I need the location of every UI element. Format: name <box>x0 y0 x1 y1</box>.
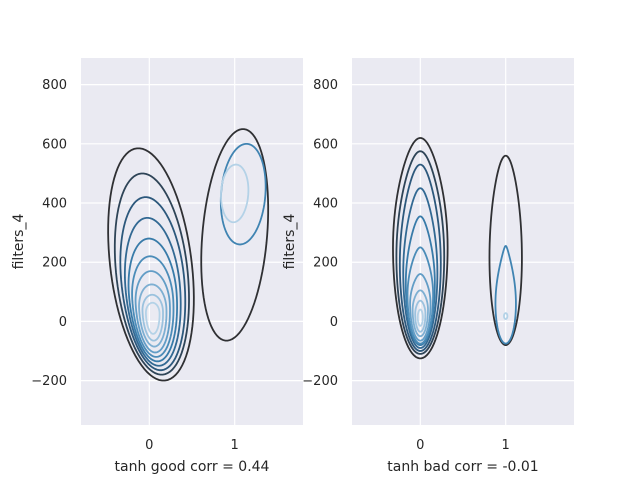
contour-line <box>488 154 523 346</box>
x-tick-label: 1 <box>231 438 239 453</box>
y-tick-label: 800 <box>42 78 67 93</box>
contour-line <box>416 308 424 327</box>
contour-line <box>395 150 446 355</box>
contour-line <box>131 255 175 358</box>
y-tick-label: 200 <box>42 256 67 271</box>
x-tick-label: 1 <box>502 438 510 453</box>
contour-line <box>123 216 182 367</box>
contour-line <box>411 289 429 338</box>
right-plot-area <box>352 58 574 425</box>
contour-line <box>200 128 270 342</box>
contour-line <box>494 245 517 345</box>
x-tick-label: 0 <box>145 438 153 453</box>
y-tick-label: 200 <box>313 256 338 271</box>
contour-line <box>144 301 161 335</box>
contour-line <box>503 312 509 320</box>
contour-line <box>406 246 435 345</box>
left-y-axis-label: filters_4 <box>11 214 27 270</box>
contour-line <box>220 163 250 224</box>
y-tick-label: −200 <box>31 374 67 389</box>
contour-line <box>141 293 164 342</box>
contour-line <box>402 187 439 349</box>
left-y-ticks: −200 0 200 400 600 800 <box>31 78 67 389</box>
right-contours <box>392 137 523 360</box>
left-contours <box>107 128 270 382</box>
right-x-axis-label: tanh bad corr = -0.01 <box>387 459 538 475</box>
contour-line <box>392 137 449 360</box>
y-tick-label: −200 <box>302 374 338 389</box>
contour-line <box>409 273 432 342</box>
y-tick-label: 600 <box>313 137 338 152</box>
right-gridlines <box>352 58 574 425</box>
contour-line <box>113 172 190 376</box>
contour-line <box>138 283 168 348</box>
right-y-axis-label: filters_4 <box>282 214 298 270</box>
contour-line <box>414 299 427 333</box>
y-tick-label: 0 <box>59 315 67 330</box>
y-tick-label: 400 <box>313 197 338 212</box>
y-tick-label: 400 <box>42 197 67 212</box>
contour-line <box>119 196 187 372</box>
left-x-axis-label: tanh good corr = 0.44 <box>115 459 270 475</box>
contour-line <box>127 237 178 363</box>
y-tick-label: 800 <box>313 78 338 93</box>
y-tick-label: 600 <box>42 137 67 152</box>
contour-line <box>398 163 442 352</box>
x-tick-label: 0 <box>416 438 424 453</box>
right-y-ticks: −200 0 200 400 600 800 <box>302 78 338 389</box>
contour-line <box>107 147 195 382</box>
y-tick-label: 0 <box>330 315 338 330</box>
contour-line <box>134 270 171 354</box>
